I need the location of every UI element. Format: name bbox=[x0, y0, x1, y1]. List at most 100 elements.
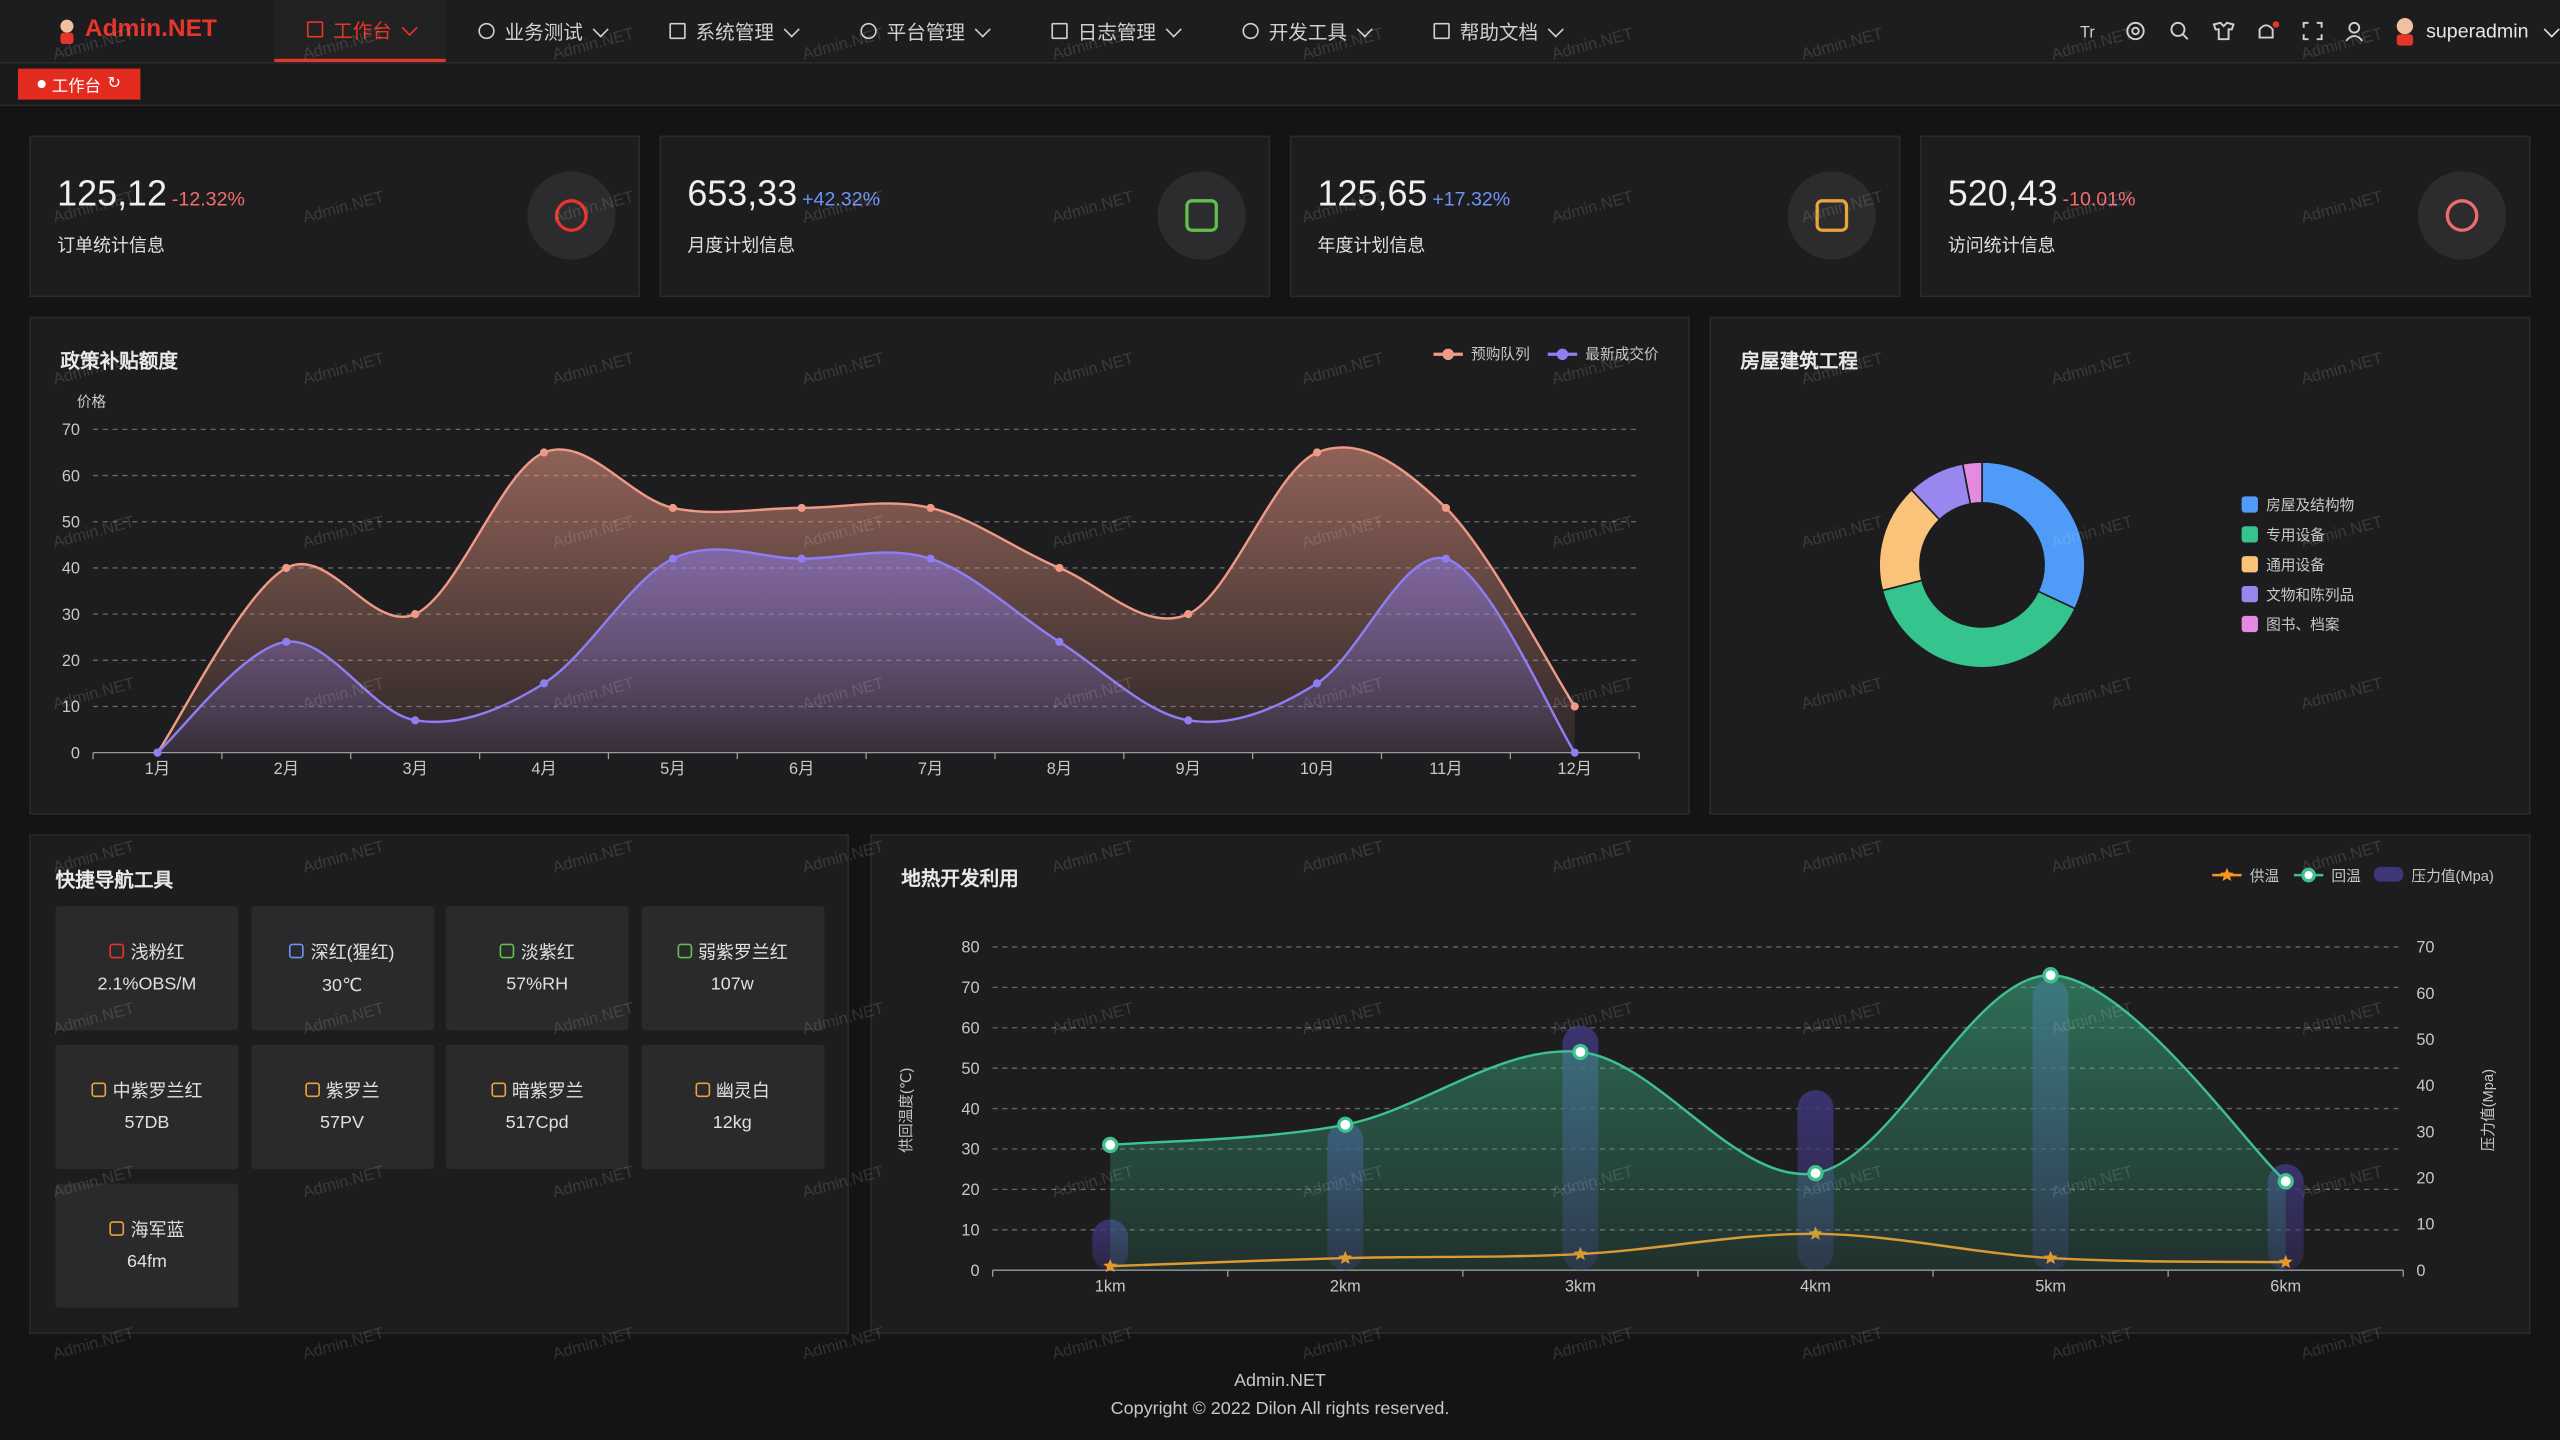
nav-icon bbox=[91, 1082, 107, 1098]
nav-name: 浅粉红 bbox=[56, 939, 239, 965]
stat-number: 520,43 bbox=[1947, 173, 2058, 214]
nav-value: 64fm bbox=[126, 1252, 167, 1272]
tab-tag[interactable]: 工作台 ↻ bbox=[17, 68, 141, 100]
menu-text: 帮助文档 bbox=[1459, 20, 1539, 44]
stat-card: 125,12 -12.32% 订单统计信息 bbox=[29, 135, 640, 298]
menu-item[interactable]: 业务测试 bbox=[446, 0, 637, 62]
stat-card: 125,65 +17.32% 年度计划信息 bbox=[1289, 135, 1901, 298]
chevron bbox=[592, 20, 609, 37]
stat-icon bbox=[527, 171, 616, 260]
refresh-icon: ↻ bbox=[107, 75, 122, 94]
menu-item[interactable]: 帮助文档 bbox=[1401, 0, 1592, 62]
panel-title: 政策补贴额度 bbox=[60, 349, 178, 373]
chevron bbox=[1165, 20, 1182, 37]
menu-text: 系统管理 bbox=[695, 20, 774, 44]
avatar[interactable] bbox=[2393, 16, 2416, 46]
menu-icon bbox=[860, 22, 877, 40]
nav-item[interactable]: 弱紫罗兰红 107w bbox=[640, 906, 824, 1031]
nav-value: 2.1%OBS/M bbox=[97, 974, 197, 995]
nav-name: 暗紫罗兰 bbox=[446, 1078, 629, 1104]
nav-icon bbox=[694, 1082, 710, 1098]
menu-item[interactable]: 开发工具 bbox=[1210, 0, 1401, 62]
menu-icon bbox=[1242, 22, 1259, 40]
panel-nav: 快捷导航工具浅粉红 2.1%OBS/M 深红(猩红) 30℃ 淡紫红 57%RH 弱紫罗兰红… bbox=[29, 834, 849, 1334]
stat-value: 125,12 -12.32% bbox=[57, 173, 245, 215]
tab-text: 工作台 bbox=[51, 78, 101, 97]
nav-icon bbox=[490, 1082, 506, 1098]
stat-card: 653,33 +42.32% 月度计划信息 bbox=[659, 135, 1271, 298]
chevron bbox=[2543, 21, 2560, 38]
stat-change: +17.32% bbox=[1432, 187, 1511, 211]
logo[interactable]: Admin.NET bbox=[84, 14, 217, 43]
stat-number: 653,33 bbox=[687, 173, 798, 214]
stat-number: 125,65 bbox=[1317, 173, 1428, 214]
nav-icon bbox=[289, 943, 305, 959]
menu-icon bbox=[1051, 22, 1068, 40]
svg-text:Tr: Tr bbox=[2080, 24, 2095, 42]
nav-item[interactable]: 紫罗兰 57PV bbox=[250, 1044, 434, 1169]
nav-name-text: 海军蓝 bbox=[130, 1221, 185, 1241]
stat-card: 520,43 -10.01% 访问统计信息 bbox=[1919, 135, 2531, 298]
nav-name-text: 中紫罗兰红 bbox=[112, 1082, 203, 1103]
logo-icon bbox=[60, 19, 74, 45]
panel-title: 房屋建筑工程 bbox=[1740, 349, 1858, 373]
nav-item[interactable]: 浅粉红 2.1%OBS/M bbox=[55, 906, 239, 1031]
tag-bar: 工作台 ↻ bbox=[0, 63, 2560, 107]
nav-name-text: 深红(猩红) bbox=[310, 943, 395, 964]
stat-value: 520,43 -10.01% bbox=[1948, 173, 2136, 215]
nav-name-text: 浅粉红 bbox=[130, 943, 185, 964]
nav-name: 幽灵白 bbox=[641, 1078, 824, 1104]
panel-combo: 地热开发利用 bbox=[870, 834, 2531, 1334]
nav-name: 中紫罗兰红 bbox=[56, 1078, 239, 1104]
panel-title: 快捷导航工具 bbox=[55, 868, 174, 892]
nav-name: 海军蓝 bbox=[56, 1216, 239, 1242]
menu: 工作台 业务测试 系统管理 平台管理 日志管理 开发工具 帮助文档 bbox=[274, 0, 1592, 63]
menu-item[interactable]: 平台管理 bbox=[828, 0, 1019, 62]
toolbar-icons: Tr bbox=[2080, 21, 2364, 42]
nav-icon bbox=[304, 1082, 320, 1098]
stat-change: -12.32% bbox=[171, 187, 245, 211]
menu-item[interactable]: 系统管理 bbox=[637, 0, 828, 62]
menu-text: 日志管理 bbox=[1077, 20, 1157, 44]
nav-value: 107w bbox=[710, 974, 754, 995]
menu-icon bbox=[306, 21, 324, 38]
stat-number: 125,12 bbox=[57, 173, 168, 214]
chevron bbox=[783, 20, 800, 37]
user-text: superadmin bbox=[2426, 19, 2529, 43]
stat-label: 年度计划信息 bbox=[1317, 236, 1426, 257]
stat-icon bbox=[1157, 171, 1246, 260]
user-name[interactable]: superadmin bbox=[2426, 19, 2560, 43]
nav-icon bbox=[109, 943, 125, 959]
menu-item[interactable]: 工作台 bbox=[274, 0, 446, 63]
nav-item[interactable]: 海军蓝 64fm bbox=[55, 1183, 239, 1308]
menu-icon bbox=[478, 22, 495, 40]
nav-item[interactable]: 中紫罗兰红 57DB bbox=[55, 1044, 239, 1169]
nav-icon bbox=[109, 1221, 125, 1236]
panel-pie: 房屋建筑工程 bbox=[1709, 316, 2531, 815]
menu-icon bbox=[1433, 22, 1450, 40]
stat-value: 653,33 +42.32% bbox=[687, 173, 880, 215]
stat-icon bbox=[1787, 171, 1876, 260]
stat-label: 访问统计信息 bbox=[1947, 236, 2056, 257]
chevron bbox=[401, 18, 418, 36]
stat-glyph bbox=[1185, 199, 1218, 232]
stat-value: 125,65 +17.32% bbox=[1318, 173, 1511, 215]
nav-icon bbox=[499, 943, 515, 959]
nav-name: 深红(猩红) bbox=[251, 939, 434, 965]
header: Admin.NET 工作台 业务测试 系统管理 平台管理 日志管理 开发工具 帮助文档 Tr… bbox=[0, 0, 2560, 64]
nav-item[interactable]: 暗紫罗兰 517Cpd bbox=[445, 1044, 629, 1169]
chevron bbox=[974, 20, 991, 37]
stat-glyph bbox=[1815, 199, 1849, 232]
menu-item[interactable]: 日志管理 bbox=[1019, 0, 1210, 62]
nav-item[interactable]: 幽灵白 12kg bbox=[640, 1044, 824, 1169]
nav-name-text: 紫罗兰 bbox=[325, 1082, 380, 1103]
nav-item[interactable]: 淡紫红 57%RH bbox=[445, 906, 629, 1031]
nav-item[interactable]: 深红(猩红) 30℃ bbox=[250, 906, 434, 1031]
dot bbox=[37, 79, 46, 89]
panel-line: 政策补贴额度 bbox=[29, 316, 1690, 815]
nav-value: 12kg bbox=[712, 1113, 752, 1134]
nav-value: 57PV bbox=[320, 1113, 365, 1134]
nav-value: 57%RH bbox=[506, 974, 569, 995]
